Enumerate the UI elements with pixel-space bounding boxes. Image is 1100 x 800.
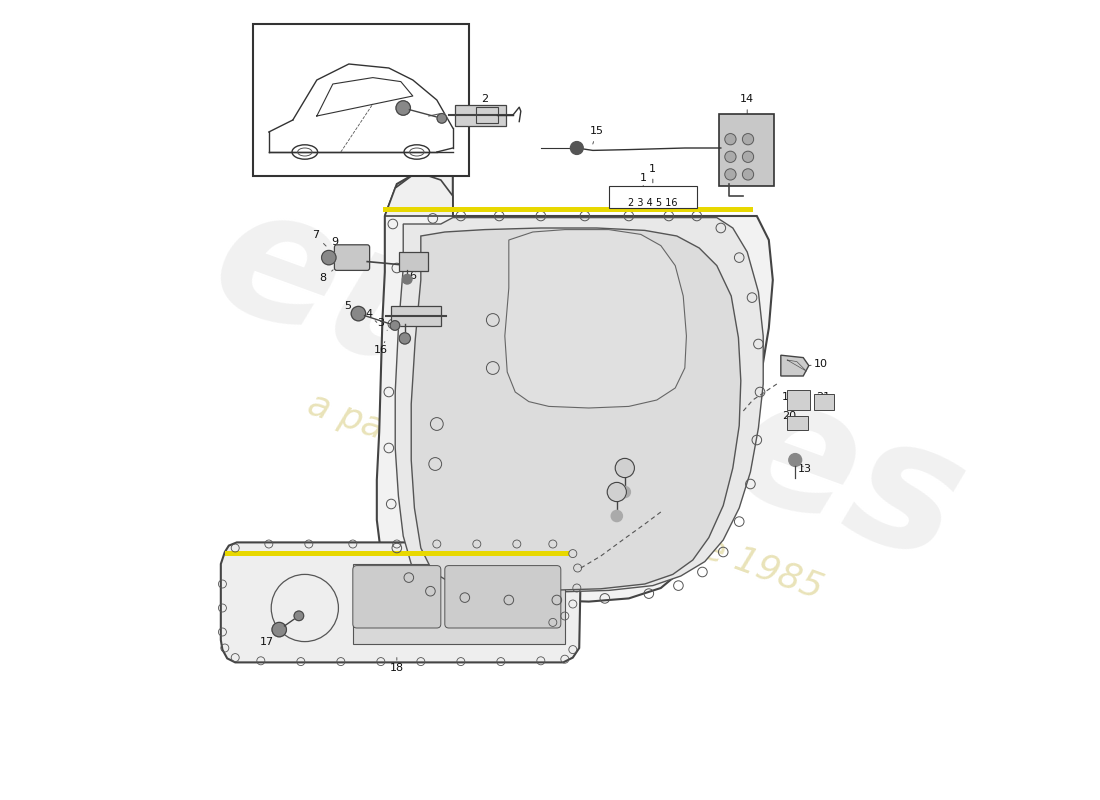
Circle shape (742, 151, 754, 162)
Text: 6: 6 (403, 270, 416, 281)
Text: 21: 21 (816, 392, 831, 402)
Text: 7: 7 (311, 230, 326, 246)
Polygon shape (411, 228, 740, 590)
Bar (253, 24, 469, 176)
Circle shape (403, 274, 412, 284)
Circle shape (351, 306, 365, 321)
Polygon shape (395, 218, 763, 592)
Circle shape (725, 169, 736, 180)
Bar (383, 207, 752, 212)
Text: 13: 13 (798, 464, 812, 474)
Circle shape (725, 134, 736, 145)
Circle shape (615, 458, 635, 478)
FancyBboxPatch shape (334, 245, 370, 270)
FancyBboxPatch shape (455, 105, 506, 126)
Text: 12: 12 (617, 492, 635, 504)
Text: 19: 19 (782, 392, 796, 402)
Circle shape (321, 250, 336, 265)
Text: 2: 2 (480, 94, 488, 110)
Text: 4: 4 (414, 93, 422, 108)
FancyBboxPatch shape (399, 252, 428, 271)
FancyBboxPatch shape (476, 107, 497, 123)
Circle shape (607, 482, 626, 502)
Text: 3: 3 (377, 318, 387, 330)
Circle shape (294, 611, 304, 621)
Text: 11: 11 (625, 468, 644, 482)
Circle shape (619, 486, 630, 498)
Text: 10: 10 (808, 359, 828, 369)
Text: 4: 4 (365, 310, 377, 322)
FancyBboxPatch shape (788, 390, 811, 410)
Text: 5: 5 (394, 82, 405, 99)
Circle shape (725, 151, 736, 162)
Circle shape (437, 114, 447, 123)
Text: 15: 15 (590, 126, 604, 144)
Circle shape (742, 169, 754, 180)
Polygon shape (377, 168, 773, 602)
Circle shape (612, 510, 623, 522)
Polygon shape (221, 542, 581, 662)
Polygon shape (505, 230, 686, 408)
Circle shape (571, 142, 583, 154)
FancyBboxPatch shape (788, 416, 808, 430)
Text: eurores: eurores (191, 167, 987, 601)
Text: 14: 14 (740, 94, 755, 114)
Text: 2 3 4 5 16: 2 3 4 5 16 (628, 198, 678, 208)
Bar (608, 186, 696, 208)
Circle shape (396, 101, 410, 115)
Text: 16: 16 (374, 342, 388, 355)
Text: 20: 20 (782, 411, 796, 424)
FancyBboxPatch shape (392, 306, 441, 326)
Text: 8: 8 (320, 270, 333, 283)
Polygon shape (385, 172, 453, 216)
FancyBboxPatch shape (719, 114, 774, 186)
FancyBboxPatch shape (353, 566, 441, 628)
Text: 17: 17 (261, 632, 274, 647)
Text: 1: 1 (649, 164, 657, 183)
Text: 5: 5 (343, 302, 358, 314)
Polygon shape (781, 355, 808, 376)
Circle shape (272, 622, 286, 637)
Text: 18: 18 (389, 658, 404, 673)
FancyBboxPatch shape (444, 566, 561, 628)
FancyBboxPatch shape (814, 394, 834, 410)
Text: a passion for parts since 1985: a passion for parts since 1985 (302, 386, 827, 606)
Circle shape (390, 321, 399, 330)
Polygon shape (353, 564, 564, 644)
Text: 1: 1 (640, 173, 647, 186)
Circle shape (399, 333, 410, 344)
Circle shape (742, 134, 754, 145)
Bar (224, 551, 569, 556)
Circle shape (789, 454, 802, 466)
Text: 9: 9 (331, 238, 344, 254)
Text: 5: 5 (490, 106, 496, 115)
